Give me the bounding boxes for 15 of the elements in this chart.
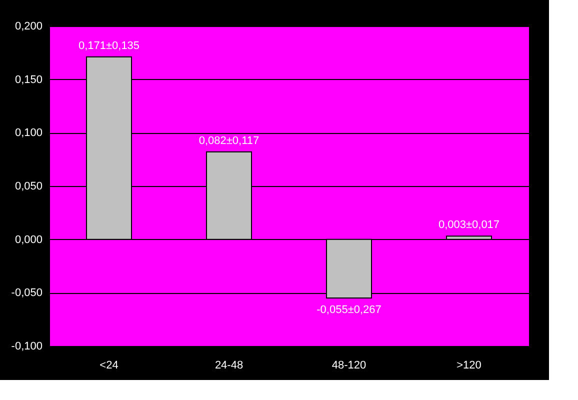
x-tick-label: <24 <box>100 360 118 372</box>
data-label: 0,003±0,017 <box>438 219 500 232</box>
y-tick-label: 0,200 <box>14 20 42 32</box>
data-label: -0,055±0,267 <box>316 304 382 316</box>
x-tick-label: 48-120 <box>332 360 366 372</box>
y-tick-label: 0,150 <box>14 74 42 86</box>
y-tick-label: 0,100 <box>14 127 42 140</box>
data-label: 0,171±0,135 <box>78 40 140 52</box>
x-tick-label: 24-48 <box>214 360 244 372</box>
y-tick-label: 0,000 <box>14 234 42 246</box>
y-tick-label: -0,050 <box>11 287 42 300</box>
y-tick-label: 0,050 <box>14 180 42 192</box>
data-label: 0,082±0,117 <box>198 134 260 147</box>
y-tick-label: -0,100 <box>11 340 42 352</box>
x-tick-label: >120 <box>456 360 482 372</box>
